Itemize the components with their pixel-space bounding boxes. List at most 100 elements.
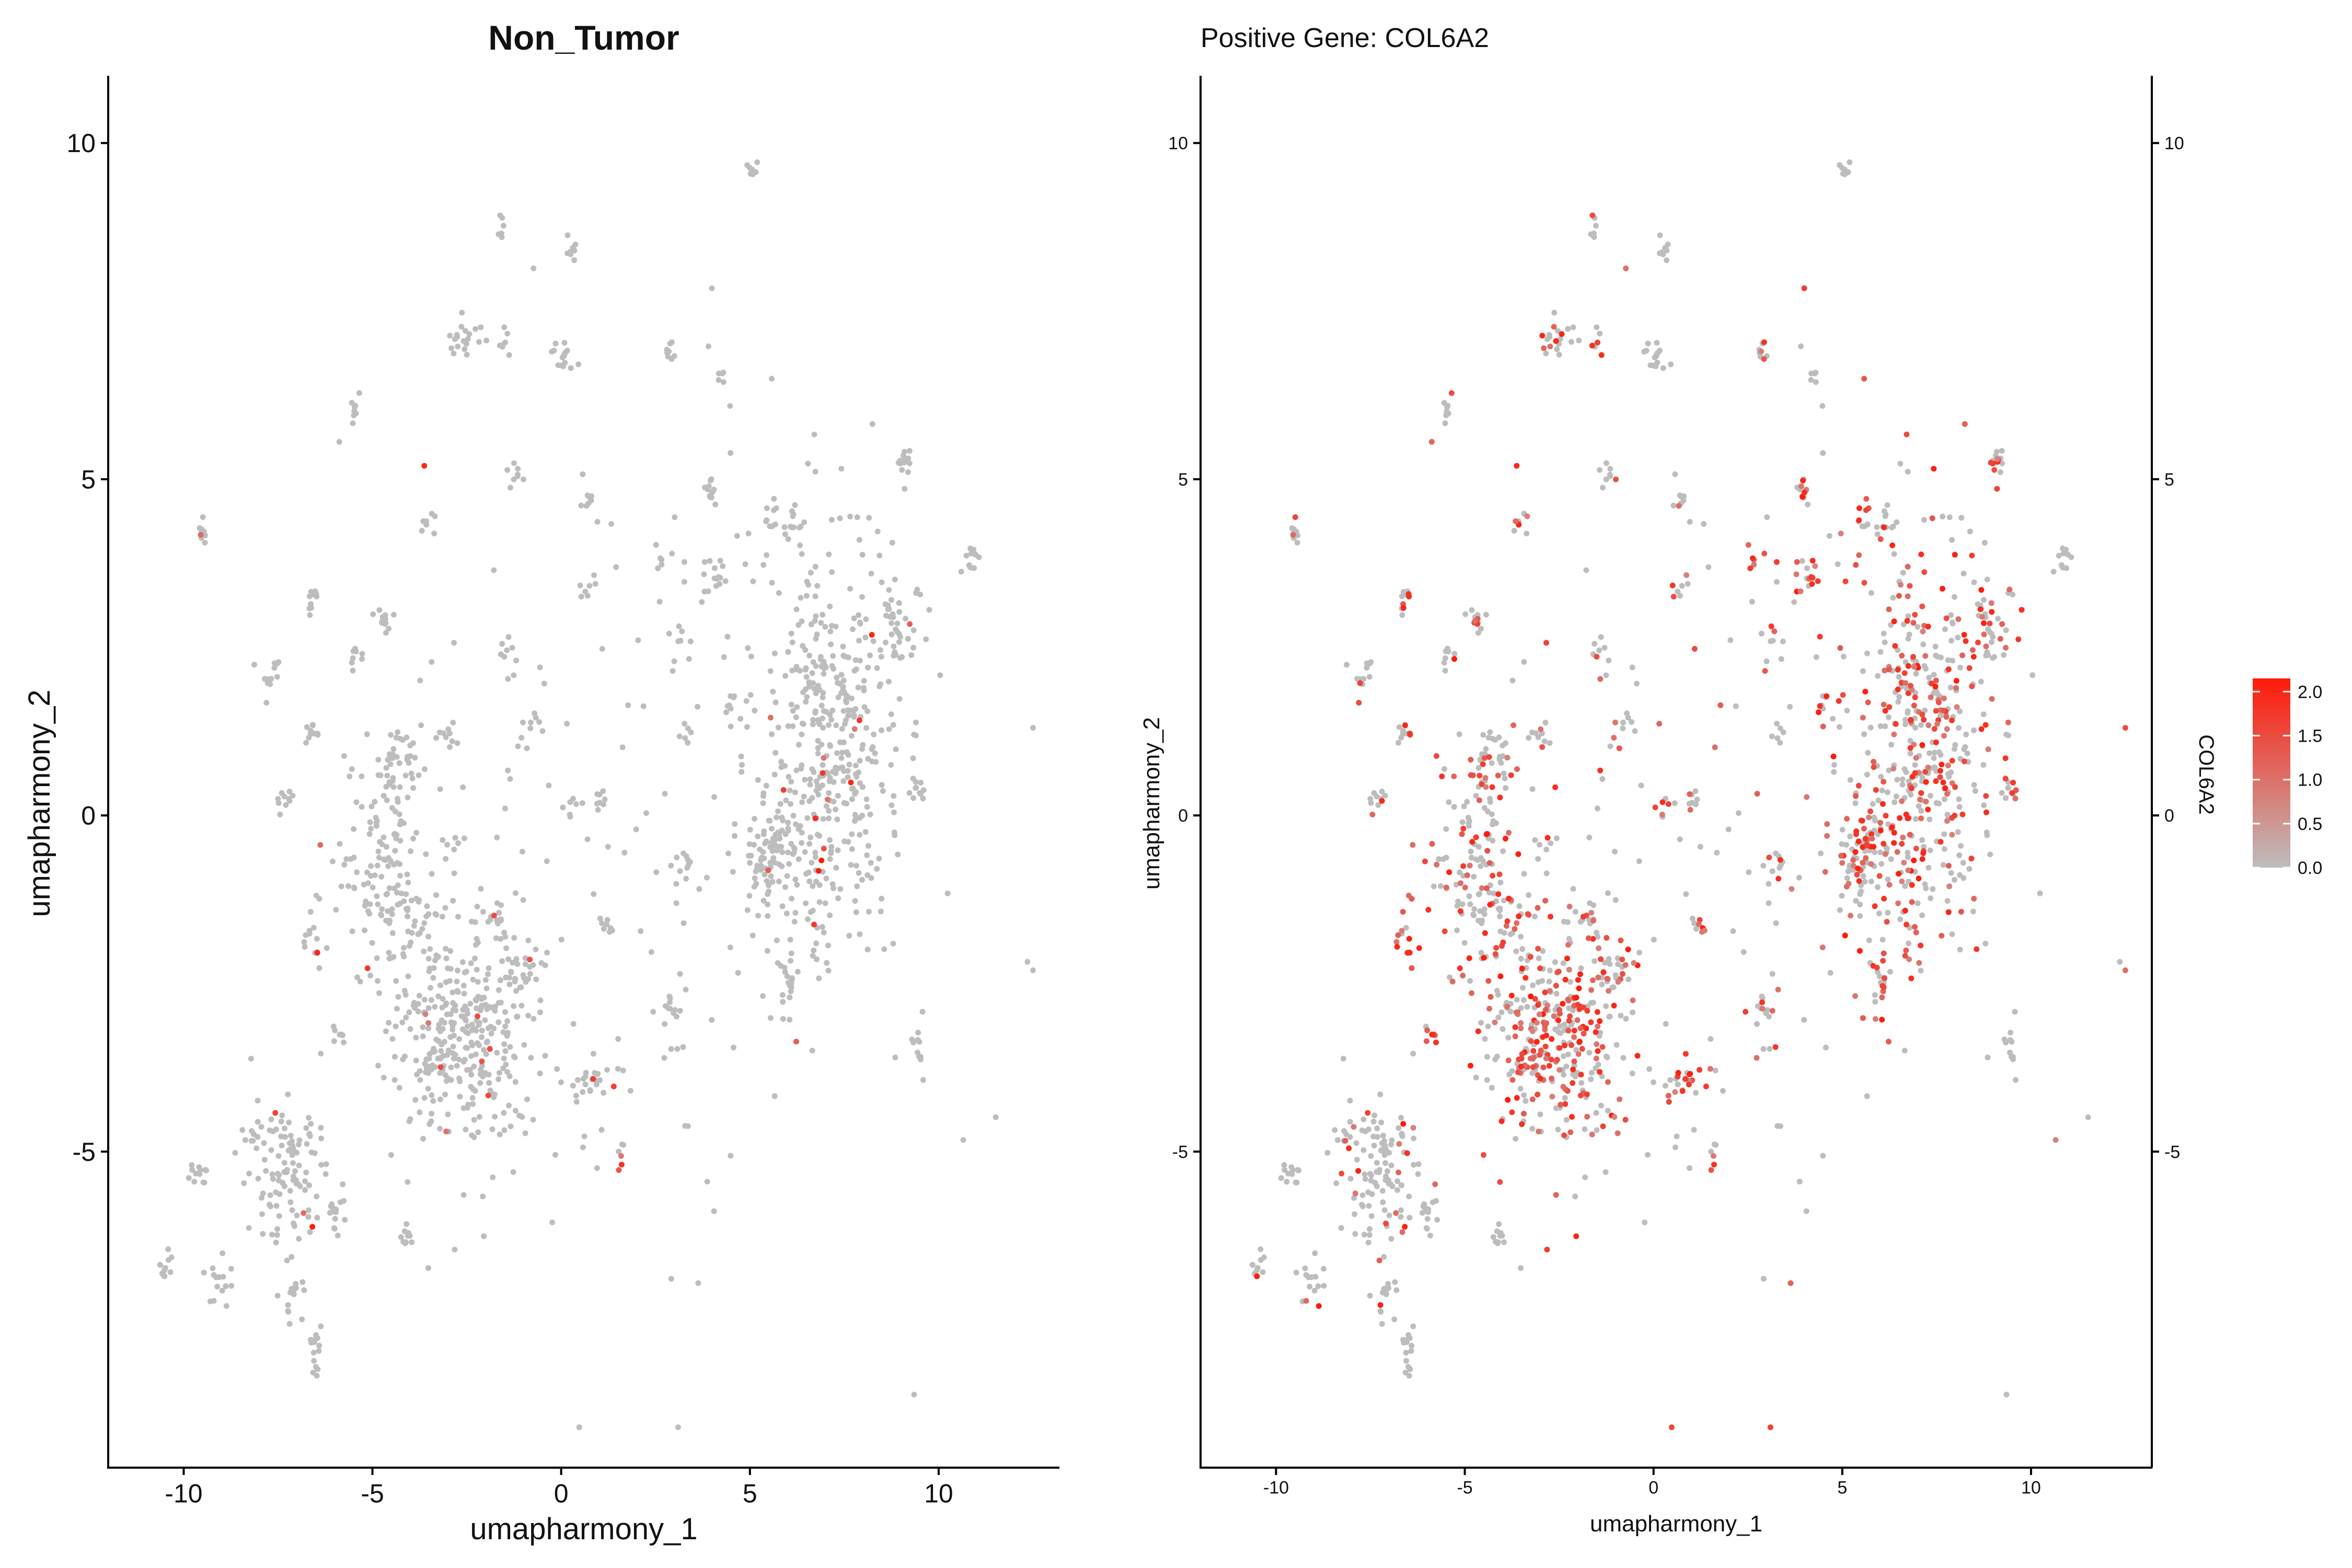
scatter-point (464, 1104, 470, 1111)
scatter-point (780, 787, 787, 793)
scatter-point (1947, 684, 1954, 690)
scatter-point (1615, 961, 1621, 967)
scatter-point (494, 920, 501, 927)
scatter-point (859, 594, 865, 600)
scatter-point (1443, 855, 1449, 861)
scatter-point (1471, 873, 1477, 880)
scatter-point (290, 1143, 296, 1149)
scatter-point (1433, 1039, 1439, 1045)
scatter-point (1941, 733, 1947, 739)
scatter-point (307, 909, 314, 915)
scatter-point (1978, 726, 1985, 732)
scatter-point (1893, 793, 1899, 800)
scatter-point (1896, 871, 1901, 877)
scatter-point (861, 704, 868, 710)
scatter-point (506, 1073, 513, 1079)
scatter-point (445, 1047, 452, 1054)
scatter-point (778, 844, 785, 850)
scatter-point (1861, 731, 1867, 737)
scatter-point (791, 919, 798, 925)
scatter-point (1835, 561, 1841, 567)
x-ticks: -10 -5 0 5 10 (1263, 1468, 2041, 1498)
scatter-point (659, 561, 665, 568)
scatter-point (1949, 537, 1955, 543)
scatter-point (1404, 950, 1411, 956)
scatter-point (1296, 1167, 1301, 1173)
scatter-point (789, 508, 795, 514)
scatter-point (575, 1077, 581, 1083)
scatter-point (746, 893, 753, 899)
scatter-point (1534, 1020, 1540, 1026)
scatter-point (386, 920, 393, 926)
scatter-point (1766, 855, 1772, 860)
scatter-point (827, 742, 833, 748)
scatter-point (307, 1229, 313, 1235)
scatter-point (764, 517, 770, 523)
scatter-point (1908, 785, 1915, 791)
scatter-point (769, 731, 775, 737)
scatter-point (1381, 1138, 1388, 1144)
scatter-point (601, 801, 606, 808)
scatter-point (827, 837, 833, 843)
scatter-point (1869, 831, 1875, 837)
scatter-point (1560, 1000, 1566, 1007)
scatter-point (411, 1000, 417, 1006)
scatter-point (1367, 795, 1374, 802)
scatter-point (1951, 594, 1957, 600)
scatter-point (896, 600, 902, 606)
scatter-point (1918, 551, 1924, 558)
scatter-point (426, 1055, 432, 1062)
scatter-point (578, 594, 584, 599)
scatter-point (764, 552, 770, 558)
scatter-point (302, 944, 308, 950)
scatter-point (892, 649, 898, 655)
scatter-point (479, 1058, 485, 1065)
scatter-point (531, 1016, 537, 1022)
x-tick-label: -5 (361, 1479, 384, 1508)
scatter-point (485, 1092, 491, 1099)
scatter-point (504, 1018, 511, 1024)
scatter-point (1693, 801, 1699, 808)
scatter-point (1774, 735, 1781, 741)
scatter-point (1877, 536, 1884, 542)
scatter-point (351, 408, 358, 414)
scatter-point (1514, 766, 1520, 772)
scatter-point (491, 567, 497, 573)
scatter-point (742, 561, 748, 567)
scatter-point (1582, 1126, 1588, 1132)
scatter-point (1956, 796, 1962, 802)
scatter-point (365, 908, 371, 914)
scatter-point (1537, 841, 1542, 848)
scatter-point (1778, 656, 1784, 662)
scatter-point (211, 1272, 217, 1278)
scatter-point (914, 586, 920, 593)
scatter-point (1843, 841, 1849, 848)
scatter-point (670, 668, 676, 674)
scatter-point (627, 1088, 633, 1094)
scatter-point (1478, 626, 1484, 632)
scatter-point (1342, 1138, 1348, 1144)
scatter-point (1985, 746, 1991, 753)
scatter-point (375, 772, 382, 778)
scatter-point (1881, 840, 1887, 847)
scatter-point (284, 1258, 290, 1264)
scatter-point (1761, 339, 1767, 345)
scatter-point (1599, 1044, 1606, 1050)
scatter-point (1839, 841, 1845, 847)
scatter-point (552, 340, 559, 347)
scatter-point (397, 838, 403, 844)
scatter-point (554, 1066, 560, 1072)
scatter-point (1472, 618, 1478, 624)
scatter-point (1932, 684, 1939, 689)
scatter-point (368, 803, 375, 810)
scatter-point (849, 626, 856, 632)
scatter-point (395, 795, 400, 802)
scatter-point (874, 866, 880, 872)
scatter-point (405, 1179, 411, 1185)
scatter-point (1984, 577, 1990, 583)
y-tick-label: 0 (1178, 806, 1188, 826)
scatter-point (1901, 1047, 1908, 1054)
scatter-point (2005, 785, 2012, 791)
scatter-point (615, 1036, 621, 1042)
scatter-point (1920, 628, 1926, 635)
